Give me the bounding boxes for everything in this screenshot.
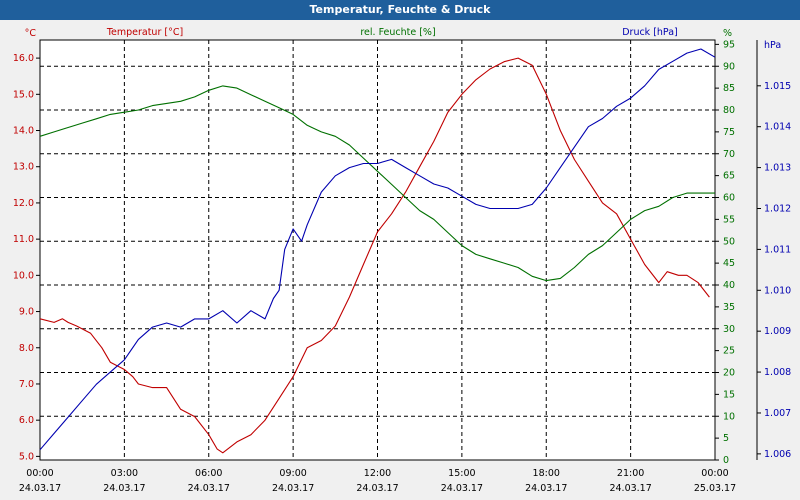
y-tick-label-right: 5 — [723, 433, 729, 444]
y-tick-label-right: 20 — [723, 368, 735, 379]
y-axis-unit-outer: hPa — [764, 40, 781, 51]
legend-humidity: rel. Feuchte [%] — [360, 27, 435, 38]
y-axis-unit-left: °C — [25, 28, 37, 39]
x-tick-time: 00:00 — [701, 468, 728, 479]
y-tick-label-right: 0 — [723, 455, 729, 466]
series-line-pressure — [39, 48, 716, 451]
x-tick-date: 24.03.17 — [188, 483, 230, 494]
x-tick-date: 24.03.17 — [356, 483, 398, 494]
y-tick-label-outer: 1.007 — [764, 408, 791, 419]
chart-title: Temperatur, Feuchte & Druck — [0, 0, 800, 20]
y-tick-label-outer: 1.011 — [764, 244, 791, 255]
y-tick-label-left: 12.0 — [13, 198, 34, 209]
y-tick-label-left: 5.0 — [19, 451, 34, 462]
y-tick-label-right: 50 — [723, 236, 735, 247]
x-tick-time: 09:00 — [279, 468, 306, 479]
legend-pressure: Druck [hPa] — [622, 27, 678, 38]
x-tick-date: 24.03.17 — [609, 483, 651, 494]
y-tick-label-right: 80 — [723, 105, 735, 116]
x-tick-time: 00:00 — [26, 468, 53, 479]
y-tick-label-outer: 1.009 — [764, 326, 791, 337]
y-tick-label-left: 13.0 — [13, 162, 34, 173]
y-tick-label-right: 90 — [723, 61, 735, 72]
x-tick-date: 24.03.17 — [441, 483, 483, 494]
x-tick-time: 06:00 — [195, 468, 222, 479]
y-tick-label-outer: 1.010 — [764, 285, 791, 296]
y-tick-label-left: 11.0 — [13, 234, 34, 245]
x-tick-time: 03:00 — [111, 468, 138, 479]
y-tick-label-left: 10.0 — [13, 270, 34, 281]
y-tick-label-left: 8.0 — [19, 343, 34, 354]
y-tick-label-right: 25 — [723, 346, 735, 357]
y-tick-label-left: 16.0 — [13, 53, 34, 64]
y-tick-label-left: 6.0 — [19, 415, 34, 426]
y-tick-label-right: 35 — [723, 302, 735, 313]
y-tick-label-right: 85 — [723, 83, 735, 94]
chart-canvas: 00:00 24.03.17 03:00 24.03.17 06:00 24.03.17 0… — [13, 27, 791, 494]
y-tick-label-left: 9.0 — [19, 307, 34, 318]
y-tick-label-left: 7.0 — [19, 379, 34, 390]
y-tick-label-outer: 1.012 — [764, 203, 791, 214]
y-axis-unit-right: % — [723, 28, 732, 39]
grid-lines — [40, 40, 715, 460]
x-tick-date: 24.03.17 — [525, 483, 567, 494]
y-tick-label-outer: 1.015 — [764, 81, 791, 92]
y-tick-label-right: 15 — [723, 389, 735, 400]
y-tick-label-right: 70 — [723, 149, 735, 160]
x-tick-time: 18:00 — [533, 468, 560, 479]
y-tick-label-outer: 1.006 — [764, 449, 791, 460]
x-tick-time: 21:00 — [617, 468, 644, 479]
y-tick-label-right: 65 — [723, 171, 735, 182]
x-tick-date: 24.03.17 — [272, 483, 314, 494]
y-tick-label-outer: 1.013 — [764, 163, 791, 174]
y-tick-label-right: 10 — [723, 411, 735, 422]
y-tick-label-right: 60 — [723, 193, 735, 204]
y-tick-label-right: 55 — [723, 214, 735, 225]
legend-temperature: Temperatur [°C] — [106, 27, 183, 38]
y-tick-label-outer: 1.014 — [764, 122, 791, 133]
y-tick-label-right: 45 — [723, 258, 735, 269]
series-line-temperature — [39, 57, 710, 454]
y-tick-label-right: 95 — [723, 39, 735, 50]
axes: 00:00 24.03.17 03:00 24.03.17 06:00 24.03.17 0… — [13, 27, 791, 494]
x-tick-date: 24.03.17 — [19, 483, 61, 494]
x-tick-time: 12:00 — [364, 468, 391, 479]
y-tick-label-outer: 1.008 — [764, 367, 791, 378]
series-line-humidity — [39, 85, 715, 282]
series-group — [39, 48, 716, 454]
x-tick-date: 25.03.17 — [694, 483, 736, 494]
y-tick-label-right: 75 — [723, 127, 735, 138]
y-tick-label-left: 15.0 — [13, 89, 34, 100]
y-tick-label-right: 30 — [723, 324, 735, 335]
x-tick-date: 24.03.17 — [103, 483, 145, 494]
y-tick-label-right: 40 — [723, 280, 735, 291]
y-tick-label-left: 14.0 — [13, 126, 34, 137]
x-tick-time: 15:00 — [448, 468, 475, 479]
